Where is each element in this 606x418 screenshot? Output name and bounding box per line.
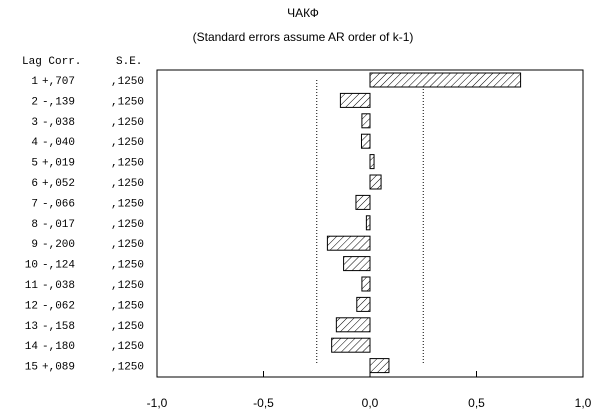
se-label: ,1250: [111, 198, 144, 210]
se-label: ,1250: [111, 158, 144, 170]
bar-lag-15: [369, 358, 390, 374]
bar-lag-10: [343, 256, 371, 272]
se-label: ,1250: [111, 219, 144, 231]
x-tick-label: 1,0: [575, 396, 592, 410]
x-tick-label: -1,0: [147, 396, 168, 410]
lag-label: 12: [25, 300, 38, 312]
lag-label: 6: [31, 178, 38, 190]
se-label: ,1250: [111, 117, 144, 129]
lag-label: 2: [31, 96, 38, 108]
header-se: S.E.: [116, 56, 142, 68]
corr-label: +,019: [42, 158, 75, 170]
se-label: ,1250: [111, 96, 144, 108]
se-label: ,1250: [111, 137, 144, 149]
lag-label: 15: [25, 362, 38, 374]
corr-label: +,089: [42, 362, 75, 374]
corr-label: -,066: [42, 198, 75, 210]
lag-label: 1: [31, 76, 38, 88]
bar-lag-8: [365, 215, 371, 231]
x-axis: -1,0 -0,5 0,0 0,5 1,0: [147, 371, 592, 410]
bar-lag-11: [361, 276, 371, 292]
lag-label: 8: [31, 219, 38, 231]
lag-label: 5: [31, 158, 38, 170]
lag-label: 4: [31, 137, 38, 149]
bar-lag-14: [331, 337, 371, 353]
corr-label: -,139: [42, 96, 75, 108]
bar-lag-6: [369, 174, 382, 190]
corr-label: -,017: [42, 219, 75, 231]
corr-label: -,040: [42, 137, 75, 149]
se-label: ,1250: [111, 239, 144, 251]
x-tick-label: 0,0: [362, 396, 379, 410]
corr-label: -,038: [42, 280, 75, 292]
lag-label: 7: [31, 198, 38, 210]
lag-label: 10: [25, 260, 38, 272]
se-label: ,1250: [111, 76, 144, 88]
bar-lag-2: [339, 92, 371, 108]
chart-title: ЧАКФ: [287, 6, 319, 20]
se-label: ,1250: [111, 300, 144, 312]
lag-label: 9: [31, 239, 38, 251]
confidence-limits: [316, 80, 424, 365]
corr-label: +,052: [42, 178, 75, 190]
corr-label: -,062: [42, 300, 75, 312]
se-label: ,1250: [111, 341, 144, 353]
lag-label: 3: [31, 117, 38, 129]
corr-label: -,158: [42, 321, 75, 333]
se-label: ,1250: [111, 178, 144, 190]
bar-lag-4: [360, 133, 371, 149]
x-tick-label: -0,5: [253, 396, 274, 410]
lag-label: 11: [25, 280, 39, 292]
bar-lag-3: [361, 113, 371, 129]
corr-label: -,200: [42, 239, 75, 251]
se-label: ,1250: [111, 280, 144, 292]
corr-label: -,038: [42, 117, 75, 129]
bars: [326, 72, 522, 374]
se-label: ,1250: [111, 260, 144, 272]
header-lag-corr: Lag Corr.: [22, 56, 81, 68]
corr-label: -,180: [42, 341, 75, 353]
bar-lag-12: [356, 296, 371, 312]
bar-lag-9: [326, 235, 371, 251]
bar-lag-5: [369, 154, 375, 170]
bar-lag-7: [355, 194, 371, 210]
corr-label: +,707: [42, 76, 75, 88]
bar-lag-13: [335, 317, 371, 333]
chart-subtitle: (Standard errors assume AR order of k-1): [193, 30, 414, 44]
lag-label: 14: [25, 341, 39, 353]
row-labels: 1 +,707 ,1250 2 -,139 ,1250 3 -,038 ,1250 4 -,040,…: [25, 76, 144, 374]
x-tick-label: 0,5: [468, 396, 485, 410]
lag-label: 13: [25, 321, 38, 333]
se-label: ,1250: [111, 321, 144, 333]
bar-lag-1: [369, 72, 522, 88]
corr-label: -,124: [42, 260, 75, 272]
se-label: ,1250: [111, 362, 144, 374]
